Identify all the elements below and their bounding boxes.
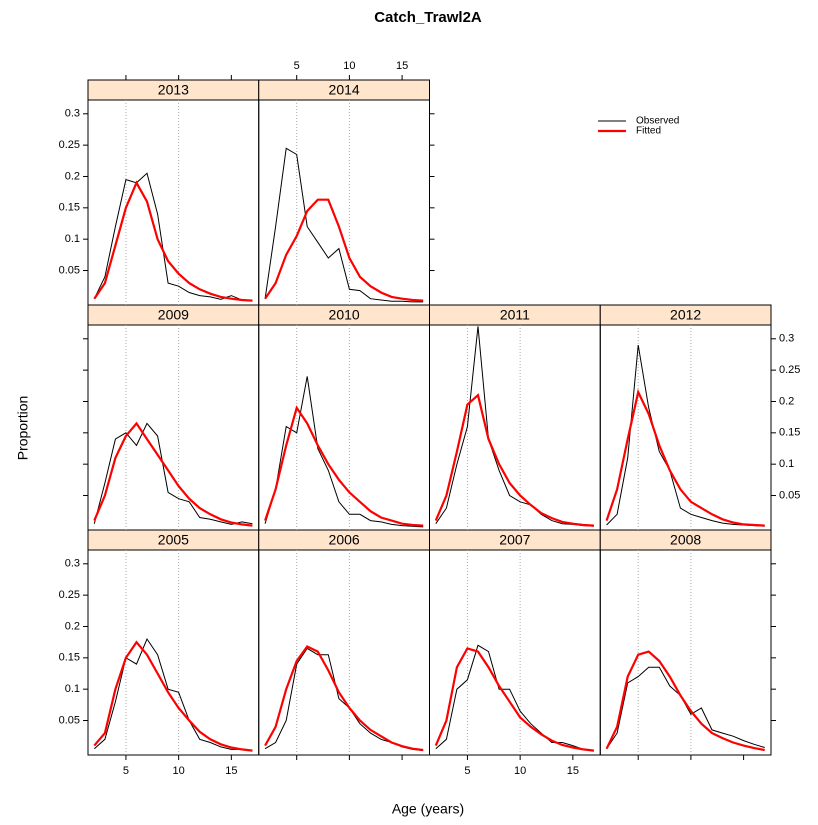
fitted-line [434, 647, 595, 752]
fitted-line [605, 650, 765, 752]
fitted-line [93, 421, 253, 527]
observed-line [93, 422, 253, 525]
x-axis-label: Age (years) [392, 801, 464, 817]
panel-frame [599, 549, 772, 756]
y-tick-label: 0.05 [59, 264, 80, 276]
y-tick-label: 0.1 [779, 458, 794, 470]
x-tick-label: 10 [173, 765, 185, 777]
x-tick-label: 5 [464, 765, 470, 777]
x-tick-label: 10 [343, 60, 355, 72]
fitted-line [93, 640, 253, 752]
y-tick-label: 0.3 [65, 558, 80, 570]
y-tick-label: 0.2 [65, 620, 80, 632]
fitted-line [264, 198, 424, 302]
panel-frame [258, 99, 430, 306]
y-tick-label: 0.25 [59, 139, 80, 151]
panel-title: 2008 [670, 532, 701, 548]
fitted-line [434, 393, 594, 527]
chart-title: Catch_Trawl2A [374, 9, 482, 26]
x-tick-label: 15 [225, 765, 237, 777]
x-tick-label: 10 [514, 765, 526, 777]
y-tick-label: 0.2 [65, 170, 80, 182]
fitted-line [264, 405, 424, 527]
panel-title: 2009 [158, 307, 189, 323]
y-tick-label: 0.3 [65, 108, 80, 120]
panel-frame [429, 324, 601, 531]
observed-line [435, 644, 594, 752]
panel-frame [429, 549, 601, 756]
panel-frame [87, 99, 260, 306]
panel-title: 2013 [158, 82, 189, 98]
y-tick-label: 0.1 [65, 233, 80, 245]
y-tick-label: 0.15 [779, 427, 800, 439]
legend-label: Fitted [636, 126, 661, 137]
panel-title: 2011 [500, 307, 530, 323]
panel-title: 2006 [329, 532, 360, 548]
fitted-line [93, 180, 253, 302]
fitted-line [605, 388, 765, 527]
y-axis-label: Proportion [15, 396, 31, 461]
x-tick-label: 15 [567, 765, 579, 777]
panel-title: 2010 [329, 307, 360, 323]
y-tick-label: 0.25 [779, 364, 800, 376]
y-tick-label: 0.15 [59, 202, 80, 214]
x-tick-label: 5 [294, 60, 300, 72]
panel-frame [258, 324, 430, 531]
observed-line [264, 376, 424, 528]
x-tick-label: 5 [123, 765, 129, 777]
y-tick-label: 0.2 [779, 395, 794, 407]
panel-title: 2007 [499, 532, 530, 548]
panel-frame [599, 324, 772, 531]
observed-line [606, 666, 765, 749]
y-tick-label: 0.25 [59, 589, 80, 601]
observed-line [264, 147, 424, 303]
x-tick-label: 15 [396, 60, 408, 72]
fitted-line [264, 645, 424, 752]
observed-line [435, 326, 594, 527]
panel-frame [87, 549, 260, 756]
panel-title: 2014 [329, 82, 360, 98]
legend-label: Observed [636, 116, 679, 127]
observed-line [93, 637, 253, 752]
y-tick-label: 0.1 [65, 683, 80, 695]
y-tick-label: 0.05 [59, 714, 80, 726]
y-tick-label: 0.05 [779, 489, 800, 501]
panel-frame [87, 324, 260, 531]
panel-title: 2012 [670, 307, 701, 323]
y-tick-label: 0.3 [779, 333, 794, 345]
observed-line [606, 345, 765, 527]
y-tick-label: 0.15 [59, 652, 80, 664]
panel-title: 2005 [158, 532, 189, 548]
